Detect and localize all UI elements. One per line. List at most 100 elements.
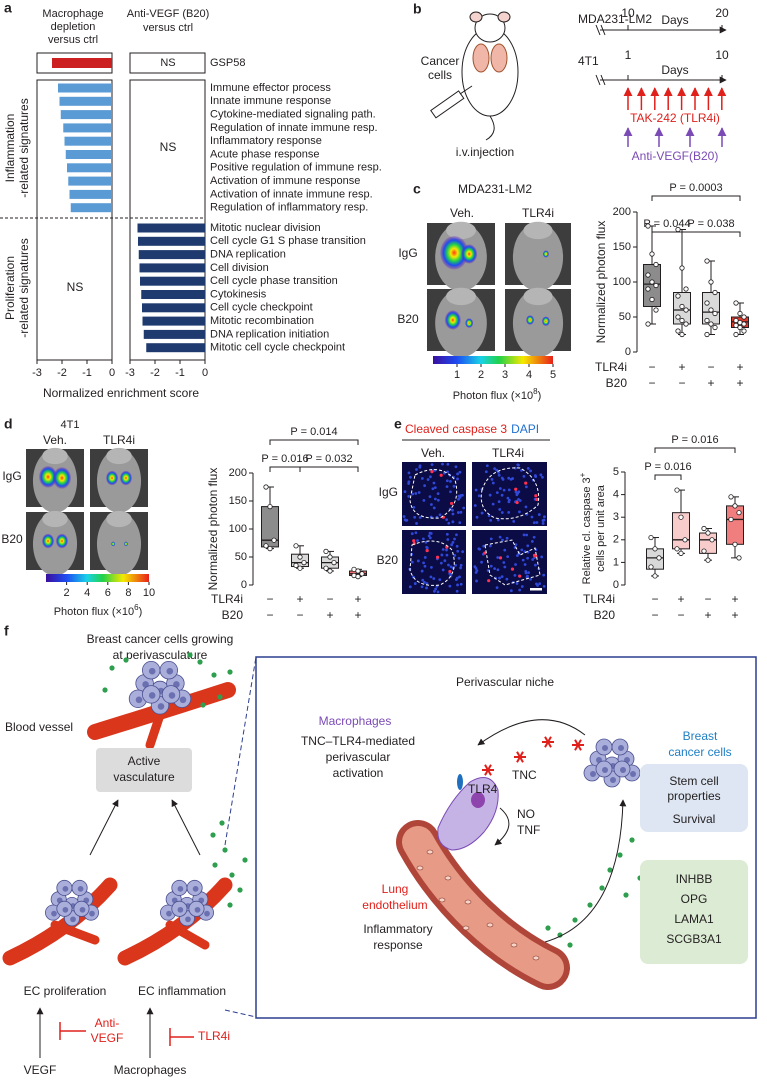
arrow [494, 807, 510, 846]
cell-nucleus [602, 745, 608, 751]
column-header: versus ctrl [143, 22, 193, 34]
data-point [704, 331, 710, 338]
signal [39, 466, 58, 488]
arrow [171, 799, 201, 856]
nucleus [489, 564, 493, 568]
nucleus [423, 564, 427, 568]
cell-nucleus [610, 777, 616, 783]
secreted-factor [200, 702, 206, 708]
nucleus [489, 537, 493, 541]
endothelial-cell [464, 899, 472, 905]
data-point [675, 293, 681, 299]
sign: + [296, 592, 303, 606]
nucleus [541, 522, 545, 525]
data-point [331, 559, 337, 566]
secreted-factor [587, 902, 593, 908]
data-point [293, 543, 299, 549]
blood-vessel [165, 920, 210, 950]
data-point [271, 537, 277, 543]
nucleus [461, 493, 464, 497]
nucleus [498, 535, 502, 539]
colorbar-tick-label: 10 [143, 587, 155, 599]
data-point [712, 289, 718, 296]
nucleus [408, 475, 412, 479]
nucleus [496, 556, 500, 559]
data-point [645, 272, 651, 278]
nucleus [480, 511, 484, 515]
nucleus [526, 556, 529, 560]
cell-nucleus [194, 906, 201, 913]
data-point [712, 324, 718, 331]
tnc [516, 751, 524, 763]
x-tick-label: -2 [57, 367, 67, 379]
nucleus [520, 585, 524, 588]
data-point [682, 537, 688, 543]
signal [444, 310, 461, 330]
label-text: Relative cl. caspase 3 [581, 477, 593, 584]
nucleus [505, 536, 509, 540]
nucleus [541, 475, 544, 479]
cell-nucleus [602, 767, 608, 773]
nucleus [514, 563, 517, 566]
panel-label: c [413, 181, 421, 197]
label: activation [333, 766, 384, 780]
label: TNC–TLR4-mediated [301, 734, 415, 748]
nucleus [422, 580, 426, 584]
sign: − [648, 376, 655, 390]
label: 10 [621, 6, 635, 20]
sign: + [677, 592, 684, 606]
cell-nucleus [148, 667, 156, 675]
nucleus [495, 468, 499, 472]
column-label: TLR4i [492, 446, 524, 460]
nucleus [458, 575, 461, 579]
nucleus [442, 471, 446, 475]
arrow [89, 799, 119, 856]
state-box [96, 748, 192, 792]
nucleus [517, 490, 521, 494]
nucleus [498, 508, 502, 511]
panel-label: f [4, 623, 9, 639]
cell-nucleus [89, 910, 95, 917]
caspase-signal [449, 501, 454, 506]
nucleus [493, 567, 497, 571]
nucleus [429, 575, 433, 579]
nucleus [518, 510, 521, 514]
data-point [327, 568, 333, 574]
colorbar-tick-label: 2 [64, 587, 70, 599]
p-bracket [654, 447, 736, 453]
secreted-factor [210, 832, 216, 838]
nucleus [506, 555, 510, 559]
gene-set-label: Mitotic recombination [210, 315, 314, 327]
nucleus [402, 515, 406, 518]
signal [42, 533, 55, 549]
mouse-ear [469, 11, 483, 23]
nucleus [488, 544, 492, 548]
sign: + [731, 592, 738, 606]
gene-set-label: Activation of immune response [210, 175, 360, 187]
nucleus [446, 538, 450, 541]
tnc [544, 736, 552, 748]
row-label: B20 [222, 608, 244, 622]
cell-nucleus [618, 745, 624, 751]
nucleus [506, 496, 510, 500]
p-value: P = 0.014 [290, 426, 337, 438]
bar [138, 236, 205, 246]
colorbar-tick-label: 2 [478, 369, 484, 381]
row-label: IgG [379, 485, 398, 499]
gene-set-label: Cytokinesis [210, 288, 267, 300]
nucleus [456, 472, 459, 476]
label: LAMA1 [674, 912, 714, 926]
axis-label: cells per unit area [595, 484, 607, 572]
label: Cancer [421, 54, 460, 68]
secreted-factor [211, 672, 217, 678]
cell-nucleus [177, 906, 184, 913]
nucleus [410, 560, 414, 564]
p-bracket [299, 466, 359, 472]
y-tick-label: 200 [613, 206, 631, 218]
label: 10 [715, 48, 729, 62]
secreted-factor [545, 925, 551, 931]
mouse-image [512, 289, 564, 358]
nucleus [447, 563, 450, 567]
data-point [733, 331, 739, 338]
endothelial-cell [462, 925, 470, 931]
